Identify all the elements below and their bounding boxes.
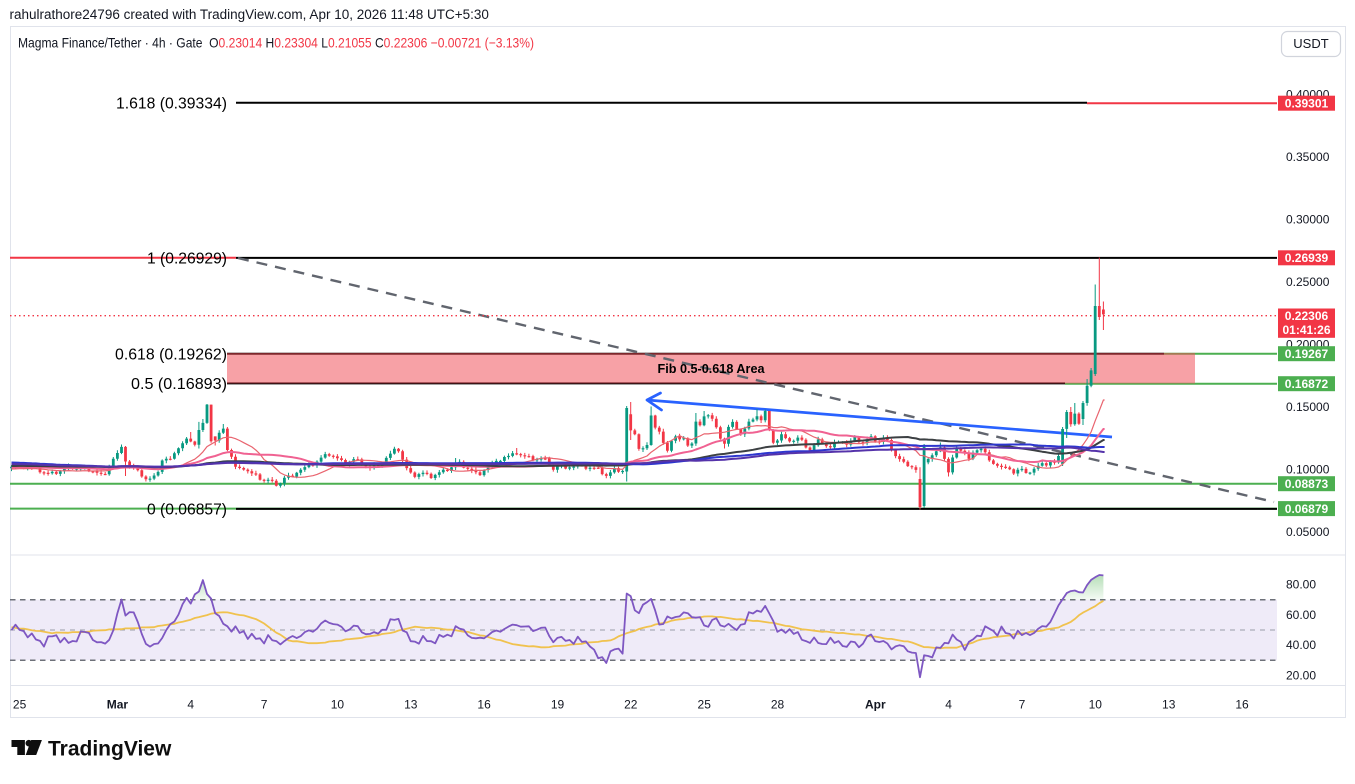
svg-text:25: 25 bbox=[13, 698, 27, 712]
svg-text:16: 16 bbox=[477, 698, 491, 712]
svg-text:1.618 (0.39334): 1.618 (0.39334) bbox=[116, 95, 227, 112]
svg-text:0.15000: 0.15000 bbox=[1286, 400, 1330, 414]
svg-text:13: 13 bbox=[404, 698, 418, 712]
svg-text:40.00: 40.00 bbox=[1286, 638, 1316, 652]
svg-text:10: 10 bbox=[331, 698, 345, 712]
svg-text:Mar: Mar bbox=[107, 698, 129, 712]
svg-text:7: 7 bbox=[1019, 698, 1026, 712]
svg-text:0.30000: 0.30000 bbox=[1286, 213, 1330, 227]
svg-text:0 (0.06857): 0 (0.06857) bbox=[147, 501, 227, 518]
svg-text:80.00: 80.00 bbox=[1286, 578, 1316, 592]
svg-text:4: 4 bbox=[945, 698, 952, 712]
svg-text:20.00: 20.00 bbox=[1286, 668, 1316, 682]
svg-text:1 (0.26929): 1 (0.26929) bbox=[147, 250, 227, 267]
svg-text:0.25000: 0.25000 bbox=[1286, 275, 1330, 289]
svg-text:0.35000: 0.35000 bbox=[1286, 150, 1330, 164]
svg-text:7: 7 bbox=[261, 698, 268, 712]
svg-text:0.618 (0.19262): 0.618 (0.19262) bbox=[115, 346, 227, 363]
svg-text:22: 22 bbox=[624, 698, 638, 712]
svg-text:0.10000: 0.10000 bbox=[1286, 463, 1330, 477]
svg-text:TradingView: TradingView bbox=[48, 738, 172, 761]
svg-text:10: 10 bbox=[1089, 698, 1103, 712]
svg-text:16: 16 bbox=[1235, 698, 1249, 712]
svg-text:0.06879: 0.06879 bbox=[1285, 502, 1329, 516]
svg-text:0.08873: 0.08873 bbox=[1285, 477, 1329, 491]
svg-text:13: 13 bbox=[1162, 698, 1176, 712]
svg-text:0.39301: 0.39301 bbox=[1285, 96, 1329, 110]
svg-text:0.19267: 0.19267 bbox=[1285, 347, 1329, 361]
svg-text:19: 19 bbox=[551, 698, 565, 712]
svg-text:60.00: 60.00 bbox=[1286, 608, 1316, 622]
svg-text:01:41:26: 01:41:26 bbox=[1282, 323, 1330, 337]
svg-text:25: 25 bbox=[698, 698, 712, 712]
svg-text:28: 28 bbox=[771, 698, 785, 712]
svg-text:4: 4 bbox=[187, 698, 194, 712]
svg-text:Fib 0.5-0.618 Area: Fib 0.5-0.618 Area bbox=[658, 361, 766, 376]
svg-text:0.05000: 0.05000 bbox=[1286, 525, 1330, 539]
svg-text:rahulrathore24796 created with: rahulrathore24796 created with TradingVi… bbox=[10, 7, 489, 22]
svg-text:Magma Finance/Tether · 4h · Ga: Magma Finance/Tether · 4h · Gate O0.2301… bbox=[18, 35, 534, 51]
svg-text:0.26939: 0.26939 bbox=[1285, 251, 1329, 265]
svg-text:0.22306: 0.22306 bbox=[1285, 309, 1329, 323]
svg-text:Apr: Apr bbox=[865, 698, 886, 712]
svg-text:0.5 (0.16893): 0.5 (0.16893) bbox=[131, 376, 227, 393]
svg-text:0.16872: 0.16872 bbox=[1285, 377, 1329, 391]
svg-text:USDT: USDT bbox=[1293, 36, 1328, 51]
